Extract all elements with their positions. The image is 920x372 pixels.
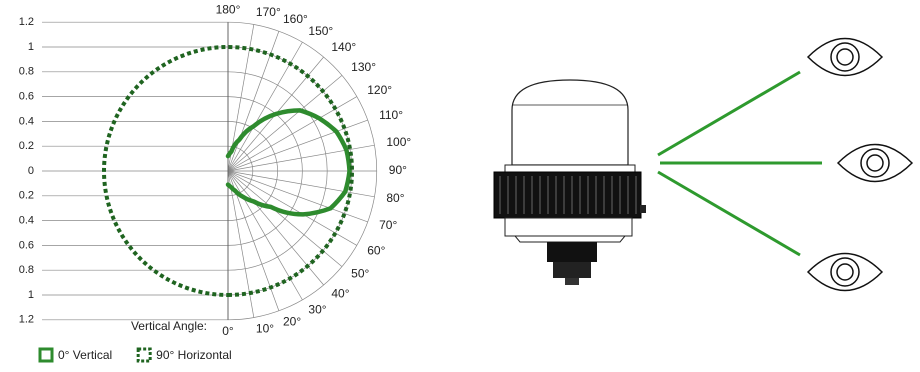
- r-tick-label: 0.8: [19, 66, 34, 78]
- legend-label: 0° Vertical: [58, 348, 112, 362]
- r-tick-label: 1.2: [19, 16, 34, 28]
- r-tick-label: 0.4: [19, 215, 34, 227]
- angle-tick-label: 150°: [308, 24, 333, 38]
- angle-tick-label: 60°: [367, 244, 385, 258]
- angle-tick-label: 50°: [351, 267, 369, 281]
- angle-tick-label: 30°: [308, 302, 326, 316]
- r-tick-label: 1: [28, 289, 34, 301]
- r-tick-label: 0.4: [19, 115, 34, 127]
- grid-spoke: [227, 144, 375, 172]
- angle-tick-label: 100°: [386, 135, 411, 149]
- legend-swatch: [136, 347, 152, 363]
- eye-icons: [806, 37, 914, 292]
- grid-spoke: [227, 170, 375, 198]
- r-tick-label: 0.2: [19, 140, 34, 152]
- angle-tick-label: 140°: [331, 40, 356, 54]
- r-tick-label: 0.6: [19, 239, 34, 251]
- angle-tick-label: 0°: [222, 324, 234, 338]
- grid-spoke: [227, 170, 368, 223]
- beacon-illustration: [493, 79, 646, 285]
- grid-spoke: [227, 119, 368, 172]
- r-tick-label: 0.6: [19, 91, 34, 103]
- angle-tick-label: 10°: [256, 322, 274, 336]
- angle-tick-label: 80°: [386, 191, 404, 205]
- annotation: Vertical Angle:: [131, 319, 207, 333]
- angle-tick-label: 180°: [216, 2, 241, 16]
- legend-item: 90° Horizontal: [136, 347, 232, 363]
- angle-tick-label: 160°: [283, 12, 308, 26]
- angle-tick-label: 90°: [389, 163, 407, 177]
- angle-tick-label: 130°: [351, 60, 376, 74]
- r-tick-label: 1: [28, 41, 34, 53]
- r-tick-label: 1.2: [19, 314, 34, 326]
- angle-tick-label: 70°: [379, 218, 397, 232]
- angle-tick-label: 170°: [256, 5, 281, 19]
- r-tick-label: 0.8: [19, 264, 34, 276]
- series-line: [225, 108, 352, 217]
- legend-item: 0° Vertical: [38, 347, 112, 363]
- legend-label: 90° Horizontal: [156, 348, 232, 362]
- angle-tick-label: 110°: [379, 108, 403, 122]
- r-tick-label: 0: [28, 165, 34, 177]
- legend-swatch: [38, 347, 54, 363]
- series-line: [102, 45, 354, 297]
- angle-tick-label: 20°: [283, 314, 301, 328]
- sight-lines: [657, 70, 822, 257]
- r-tick-label: 0.2: [19, 190, 34, 202]
- angle-tick-label: 120°: [367, 83, 392, 97]
- angle-tick-label: 40°: [331, 286, 349, 300]
